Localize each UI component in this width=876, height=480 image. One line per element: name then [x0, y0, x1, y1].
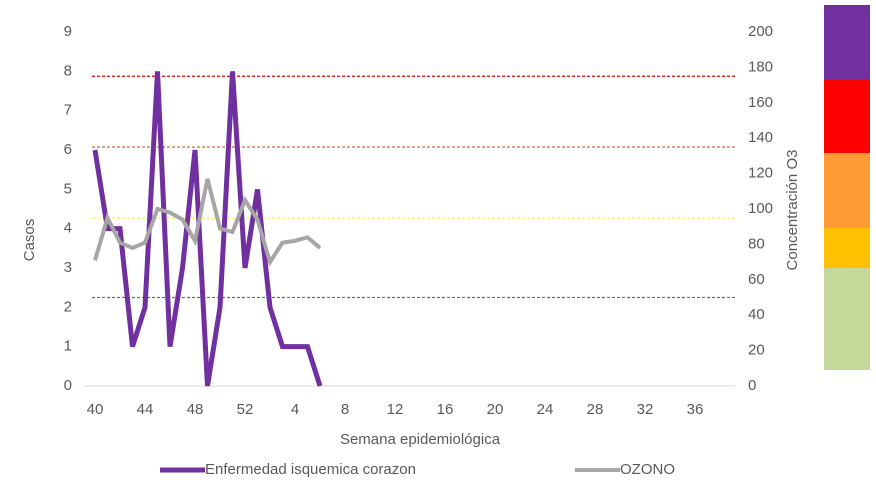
x-tick-label: 12 — [387, 401, 404, 418]
y-tick-label: 5 — [64, 180, 72, 197]
color-band — [824, 268, 870, 370]
y2-tick-label: 60 — [748, 271, 765, 288]
x-tick-label: 4 — [291, 401, 299, 418]
x-tick-label: 40 — [87, 401, 104, 418]
x-tick-label: 48 — [187, 401, 204, 418]
y2-tick-label: 100 — [748, 200, 773, 217]
y2-tick-label: 180 — [748, 58, 773, 75]
x-tick-label: 16 — [437, 401, 454, 418]
x-tick-label: 28 — [587, 401, 604, 418]
x-tick-label: 8 — [341, 401, 349, 418]
y2-tick-label: 200 — [748, 23, 773, 40]
y-tick-label: 1 — [64, 338, 72, 355]
color-band — [824, 153, 870, 228]
y-tick-label: 7 — [64, 102, 72, 119]
y-tick-label: 2 — [64, 298, 72, 315]
y2-tick-label: 80 — [748, 235, 765, 252]
y2-tick-label: 120 — [748, 165, 773, 182]
y-tick-label: 9 — [64, 23, 72, 40]
y-axis-title: Casos — [21, 219, 38, 262]
y-tick-label: 4 — [64, 220, 72, 237]
y2-tick-label: 20 — [748, 342, 765, 359]
y2-tick-label: 40 — [748, 306, 765, 323]
legend-label: Enfermedad isquemica corazon — [205, 461, 416, 478]
series-line — [93, 178, 322, 267]
y-tick-label: 6 — [64, 141, 72, 158]
y2-tick-label: 0 — [748, 377, 756, 394]
x-axis-title: Semana epidemiológica — [340, 431, 501, 448]
legend-label: OZONO — [620, 461, 675, 478]
color-band — [824, 228, 870, 268]
y2-tick-label: 160 — [748, 94, 773, 111]
y-tick-label: 8 — [64, 62, 72, 79]
series-line — [92, 71, 323, 387]
y-tick-label: 3 — [64, 259, 72, 276]
y2-tick-label: 140 — [748, 129, 773, 146]
color-band — [824, 5, 870, 80]
y2-axis-title: Concentración O3 — [784, 150, 801, 271]
x-tick-label: 52 — [237, 401, 254, 418]
x-tick-label: 20 — [487, 401, 504, 418]
y-tick-label: 0 — [64, 377, 72, 394]
x-tick-label: 24 — [537, 401, 554, 418]
x-tick-label: 44 — [137, 401, 154, 418]
x-tick-label: 32 — [637, 401, 654, 418]
color-band — [824, 80, 870, 153]
x-tick-label: 36 — [687, 401, 704, 418]
